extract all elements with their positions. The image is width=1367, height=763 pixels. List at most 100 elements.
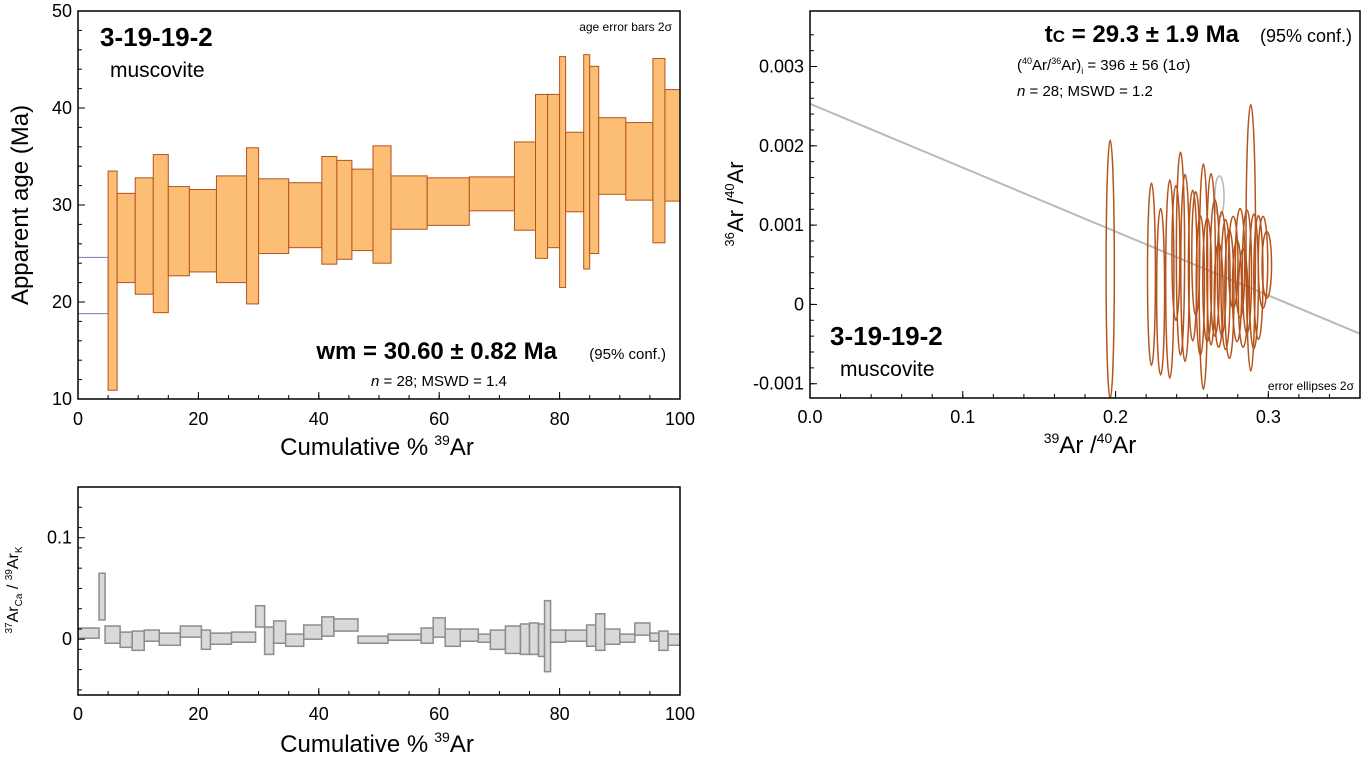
ca-step-11	[230, 631, 257, 643]
ca-y-b: Ar	[5, 552, 22, 569]
isochron-title-conf: (95% conf.)	[1260, 26, 1352, 46]
age-axes-layer: 0 20 40 60 80 100 10 20 30 40 50	[52, 1, 695, 429]
ca-step-34	[585, 624, 597, 648]
age-step-21	[559, 56, 567, 288]
isochron-ellipse-1	[1105, 139, 1116, 398]
ca-y-label: 37ArCa / 39ArK	[4, 546, 25, 633]
isochron-sample-id: 3-19-19-2	[830, 321, 943, 351]
ca-plot-frame	[77, 486, 681, 696]
age-step-17	[468, 176, 515, 212]
ca-step-40	[658, 630, 669, 652]
age-x-label-main: Cumulative %	[280, 434, 428, 461]
ca-step-28	[519, 623, 531, 656]
ca-x-tick-label: 40	[309, 704, 329, 724]
isochron-ellipse-4	[1164, 179, 1175, 379]
ca-step-20	[387, 633, 422, 641]
age-stats-n: n	[371, 373, 379, 390]
isochron-stats: n = 28; MSWD = 1.2	[1017, 83, 1153, 100]
age-step-9	[258, 178, 290, 254]
age-step-24	[589, 65, 600, 255]
isochron-panel: 0.0 0.1 0.2 0.3 -0.001 0 0.001 0.002 0.003 (95% …	[722, 10, 1361, 459]
ca-step-37	[619, 633, 636, 643]
ca-step-29	[528, 622, 540, 656]
age-steps-layer	[77, 54, 681, 391]
ca-step-16	[303, 624, 323, 640]
ca-step-38	[634, 622, 651, 636]
isochron-intercept: (40Ar/36Ar)i = 396 ± 56 (1σ)	[1017, 56, 1190, 76]
intercept-sub: i	[1081, 66, 1083, 76]
intercept-sup2: 36	[1051, 56, 1061, 66]
ca-step-26	[489, 629, 507, 651]
age-y-label: Apparent age (Ma)	[7, 105, 34, 305]
ca-x-label-main: Cumulative %	[280, 731, 428, 758]
age-x-label: Cumulative % 39Ar	[280, 432, 474, 461]
ca-step-13	[263, 626, 275, 656]
ca-step-5	[131, 630, 145, 652]
ca-y-sub1: Ca	[14, 593, 25, 606]
isochron-ellipse-3	[1155, 207, 1166, 376]
ca-step-8	[179, 625, 203, 638]
ca-x-tick-label: 20	[188, 704, 208, 724]
intercept-value: = 396 ± 56 (1σ)	[1083, 57, 1190, 74]
age-step-7	[215, 175, 248, 284]
age-step-18	[513, 141, 537, 231]
age-plot-frame	[77, 10, 681, 400]
iso-x-sup1: 39	[1044, 430, 1060, 446]
age-step-16	[426, 177, 470, 226]
age-step-20	[547, 93, 561, 249]
age-step-23	[583, 54, 591, 270]
ca-x-tick-label: 100	[665, 704, 695, 724]
age-step-26	[625, 122, 654, 201]
ca-x-label-sup: 39	[434, 729, 450, 745]
age-step-22	[565, 131, 585, 213]
age-step-2	[116, 192, 136, 284]
isochron-error-note: error ellipses 2σ	[1268, 379, 1355, 393]
age-step-3	[134, 177, 154, 295]
isochron-y-tick-label: -0.001	[753, 374, 804, 394]
ca-step-25	[477, 633, 492, 643]
ca-y-tick-label: 0	[62, 629, 72, 649]
age-error-note: age error bars 2σ	[579, 20, 672, 34]
isochron-y-tick-label: 0.001	[759, 215, 804, 235]
age-excluded-step	[77, 256, 109, 315]
age-step-28	[664, 89, 681, 202]
isochron-ellipses-layer	[1105, 103, 1273, 398]
isochron-mineral: muscovite	[840, 358, 935, 381]
ca-step-27	[504, 625, 522, 655]
age-step-10	[288, 182, 323, 249]
isochron-title: tC = 29.3 ± 1.9 Ma	[1045, 21, 1240, 48]
isochron-x-label: 39Ar /40Ar	[1044, 430, 1137, 459]
ca-step-14	[272, 620, 287, 645]
age-x-tick-label: 80	[550, 409, 570, 429]
isochron-stats-text: = 28; MSWD = 1.2	[1025, 83, 1153, 100]
age-step-15	[390, 175, 428, 230]
ca-step-19	[357, 635, 389, 645]
age-step-19	[535, 93, 549, 259]
ca-step-1	[78, 627, 100, 639]
iso-x-sup2: 40	[1097, 430, 1113, 446]
isochron-stats-n: n	[1017, 83, 1025, 100]
ca-step-9	[200, 629, 212, 651]
isochron-ellipse-16	[1216, 210, 1227, 337]
isochron-ellipse-14	[1209, 198, 1221, 337]
age-step-12	[336, 159, 353, 260]
age-y-tick-label: 40	[52, 98, 72, 118]
intercept-tail: Ar)	[1061, 57, 1081, 74]
age-step-4	[152, 154, 169, 314]
ca-step-31	[543, 599, 552, 673]
isochron-x-tick-label: 0.0	[797, 407, 822, 427]
ca-y-a: Ar	[5, 606, 22, 623]
ca-step-10	[209, 632, 233, 646]
isochron-ellipse-6	[1175, 151, 1186, 356]
age-stats-text: = 28; MSWD = 1.4	[379, 373, 507, 390]
ca-steps-layer	[78, 572, 680, 673]
ca-x-label-tail: Ar	[450, 731, 474, 758]
isochron-ellipse-15	[1213, 241, 1224, 348]
isochron-y-label: 36Ar /40Ar	[722, 161, 748, 246]
age-y-tick-label: 20	[52, 292, 72, 312]
isochron-y-tick-label: 0.003	[759, 57, 804, 77]
ca-x-label: Cumulative % 39Ar	[280, 729, 474, 758]
isochron-title-rest: = 29.3 ± 1.9 Ma	[1065, 21, 1240, 48]
